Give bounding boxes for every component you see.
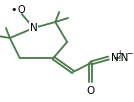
Text: −: − bbox=[126, 49, 133, 59]
Text: N: N bbox=[111, 53, 118, 63]
Text: N: N bbox=[30, 23, 37, 33]
Text: •: • bbox=[11, 5, 17, 15]
Text: +: + bbox=[116, 49, 123, 59]
Text: O: O bbox=[18, 5, 26, 15]
Text: O: O bbox=[87, 86, 95, 96]
Text: :N: :N bbox=[118, 53, 129, 63]
